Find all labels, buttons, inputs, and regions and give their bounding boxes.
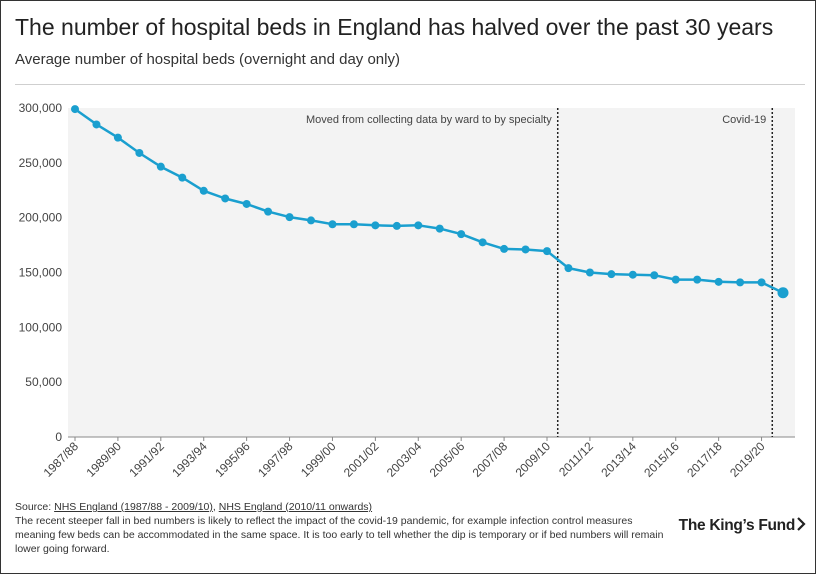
data-point[interactable] bbox=[693, 275, 702, 284]
data-point[interactable] bbox=[113, 133, 122, 142]
x-tick-label: 1993/94 bbox=[169, 439, 210, 480]
data-point[interactable] bbox=[242, 199, 251, 208]
source-line: Source: NHS England (1987/88 - 2009/10),… bbox=[15, 500, 675, 514]
data-point[interactable] bbox=[178, 173, 187, 182]
x-tick-label: 2013/14 bbox=[598, 439, 639, 480]
y-tick-label: 100,000 bbox=[19, 320, 63, 334]
data-point[interactable] bbox=[435, 224, 444, 233]
x-tick-label: 1995/96 bbox=[212, 439, 253, 480]
y-tick-label: 150,000 bbox=[19, 266, 63, 280]
data-point[interactable] bbox=[71, 105, 79, 114]
x-tick-label: 2017/18 bbox=[684, 439, 725, 480]
data-point[interactable] bbox=[264, 207, 273, 216]
x-tick-label: 2007/08 bbox=[470, 439, 511, 480]
data-point[interactable] bbox=[736, 278, 745, 287]
source-prefix: Source: bbox=[15, 501, 55, 513]
data-point[interactable] bbox=[307, 216, 315, 225]
data-point[interactable] bbox=[414, 221, 423, 230]
series-line bbox=[74, 108, 784, 294]
data-point[interactable] bbox=[671, 275, 680, 284]
chart-subtitle: Average number of hospital beds (overnig… bbox=[15, 51, 400, 68]
x-tick-label: 1999/00 bbox=[298, 439, 339, 480]
data-point[interactable] bbox=[371, 221, 380, 230]
plot-background bbox=[68, 108, 795, 437]
data-point[interactable] bbox=[349, 220, 358, 229]
y-tick-label: 250,000 bbox=[19, 156, 63, 170]
logo-text: The King’s Fund bbox=[678, 517, 796, 534]
data-point[interactable] bbox=[328, 220, 337, 229]
data-point[interactable] bbox=[478, 238, 487, 247]
data-point[interactable] bbox=[199, 186, 208, 195]
x-tick-label: 1989/90 bbox=[83, 439, 124, 480]
x-tick-label: 2015/16 bbox=[641, 439, 682, 480]
data-point[interactable] bbox=[285, 213, 294, 222]
source-separator: , bbox=[212, 501, 219, 513]
x-tick-label: 2009/10 bbox=[513, 439, 554, 480]
y-tick-label: 300,000 bbox=[19, 101, 63, 115]
x-tick-label: 2005/06 bbox=[427, 439, 468, 480]
data-point[interactable] bbox=[714, 277, 723, 286]
data-point[interactable] bbox=[521, 245, 530, 254]
data-point[interactable] bbox=[757, 278, 766, 287]
kings-fund-logo: The King’s Fund bbox=[679, 517, 806, 535]
data-point[interactable] bbox=[156, 162, 165, 171]
data-point[interactable] bbox=[392, 221, 401, 230]
x-tick-label: 2011/12 bbox=[556, 439, 596, 479]
data-point[interactable] bbox=[221, 194, 230, 203]
chart-title: The number of hospital beds in England h… bbox=[15, 14, 774, 40]
chart-footer: Source: NHS England (1987/88 - 2009/10),… bbox=[15, 500, 675, 556]
annotation-label: Moved from collecting data by ward to by… bbox=[306, 114, 552, 126]
x-tick-label: 2001/02 bbox=[341, 439, 382, 480]
title-divider bbox=[15, 84, 805, 85]
annotation-label: Covid-19 bbox=[722, 114, 766, 126]
chevron-right-icon bbox=[797, 517, 806, 531]
x-tick-label: 2019/20 bbox=[727, 439, 768, 480]
data-point[interactable] bbox=[500, 244, 509, 253]
data-point[interactable] bbox=[585, 268, 594, 277]
data-point[interactable] bbox=[650, 271, 659, 280]
data-point[interactable] bbox=[564, 264, 573, 273]
footnote: The recent steeper fall in bed numbers i… bbox=[15, 515, 664, 555]
data-point[interactable] bbox=[628, 270, 637, 279]
line-chart: 0 50,000 100,000 150,000 200,000 250,000 300,0… bbox=[19, 101, 795, 480]
data-point[interactable] bbox=[543, 247, 551, 256]
x-tick-label: 1991/92 bbox=[126, 439, 167, 480]
data-point[interactable] bbox=[92, 120, 101, 129]
x-tick-label: 1997/98 bbox=[255, 439, 296, 480]
data-point[interactable] bbox=[607, 270, 616, 279]
source-link-nhs-2010-onwards[interactable]: NHS England (2010/11 onwards) bbox=[218, 501, 373, 513]
data-point[interactable] bbox=[457, 230, 466, 239]
data-point[interactable] bbox=[777, 287, 789, 299]
y-tick-label: 0 bbox=[55, 430, 62, 444]
y-tick-label: 200,000 bbox=[19, 211, 63, 225]
x-tick-label: 2003/04 bbox=[384, 439, 425, 480]
y-tick-label: 50,000 bbox=[25, 375, 62, 389]
x-tick-label: 1987/88 bbox=[41, 439, 82, 480]
source-link-nhs-1987-2010[interactable]: NHS England (1987/88 - 2009/10) bbox=[54, 501, 213, 513]
data-point[interactable] bbox=[135, 148, 144, 157]
